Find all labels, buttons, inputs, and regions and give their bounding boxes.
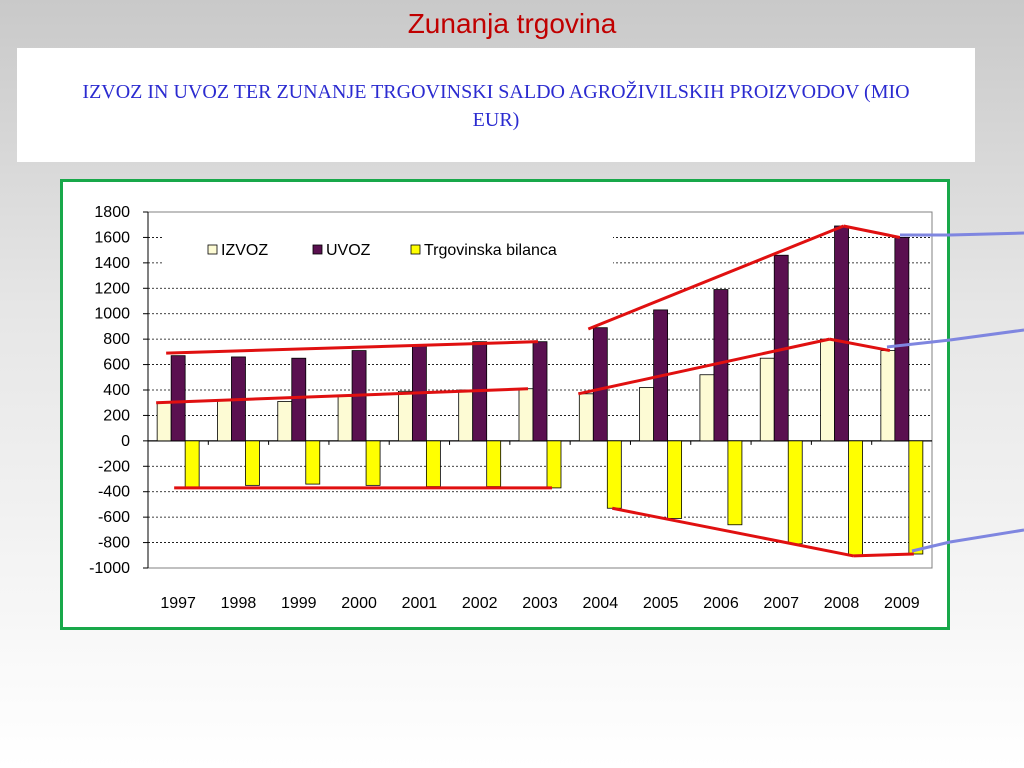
izvoz-bar <box>277 401 293 442</box>
izvoz-bar <box>217 399 232 442</box>
y-tick-label: 600 <box>103 357 130 374</box>
bilanca-bar <box>305 440 321 485</box>
x-tick-label: 1999 <box>281 595 317 612</box>
y-tick-label: 1400 <box>94 255 130 272</box>
x-tick-label: 1997 <box>160 595 196 612</box>
legend-box <box>163 234 613 266</box>
y-tick-label: 800 <box>103 331 130 348</box>
legend-swatch-bilanca <box>410 244 421 255</box>
uvoz-bar <box>291 357 307 442</box>
connector-line <box>949 231 1024 237</box>
bilanca-bar <box>245 440 260 486</box>
y-tick-label: 1800 <box>94 204 130 221</box>
x-tick-label: 2003 <box>522 595 558 612</box>
bilanca-bar <box>365 440 381 486</box>
izvoz-bar <box>578 393 594 442</box>
bilanca-bar <box>787 440 803 545</box>
izvoz-bar <box>397 390 413 442</box>
chart: 180016001400120010008006004002000-200-40… <box>89 204 933 612</box>
chart-frame: 1800 1600 1400 1200 1000 800 600 400 200 0 -200 -40… <box>60 179 950 630</box>
trend-line <box>853 552 914 558</box>
x-tick-label: 2000 <box>341 595 377 612</box>
trend-line <box>612 506 854 558</box>
x-tick-label: 2005 <box>643 595 679 612</box>
y-tick-label: -600 <box>98 509 130 526</box>
uvoz-bar <box>894 237 910 442</box>
y-tick-label: 200 <box>103 407 130 424</box>
trend-line <box>166 340 539 355</box>
y-tick-label: 1600 <box>94 229 130 246</box>
uvoz-bar <box>592 327 608 442</box>
legend-label: UVOZ <box>326 242 371 259</box>
trend-line <box>587 224 845 331</box>
izvoz-bar <box>518 388 534 442</box>
x-tick-label: 2009 <box>884 595 920 612</box>
x-tick-label: 2007 <box>763 595 799 612</box>
trend-line <box>843 224 901 239</box>
bilanca-bar <box>546 440 562 489</box>
trend-line <box>156 387 529 405</box>
y-tick-label: -800 <box>98 535 130 552</box>
uvoz-bar <box>170 355 186 442</box>
y-tick-label: 1000 <box>94 306 130 323</box>
slide-title: Zunanja trgovina <box>407 8 617 39</box>
y-tick-label: -1000 <box>89 560 130 577</box>
uvoz-bar <box>834 225 849 442</box>
x-tick-label: 2008 <box>824 595 860 612</box>
x-tick-label: 2004 <box>583 595 619 612</box>
izvoz-bar <box>699 374 715 442</box>
x-tick-label: 2002 <box>462 595 498 612</box>
bilanca-bar <box>727 440 743 526</box>
bilanca-bar <box>606 440 622 509</box>
uvoz-bar <box>532 341 548 442</box>
legend-label: IZVOZ <box>221 242 268 259</box>
x-tick-label: 1998 <box>221 595 257 612</box>
legend-swatch-uvoz <box>312 244 323 255</box>
trend-line <box>577 337 830 396</box>
bilanca-bar <box>425 440 441 488</box>
izvoz-bar <box>820 338 835 442</box>
bilanca-bar <box>486 440 502 488</box>
bilanca-bar <box>848 440 863 556</box>
x-tick-label: 2001 <box>402 595 438 612</box>
y-tick-label: -400 <box>98 484 130 501</box>
izvoz-bar <box>337 395 353 442</box>
izvoz-bar <box>759 357 775 442</box>
connector-line <box>949 528 1024 544</box>
trend-line <box>829 337 891 353</box>
subtitle-box: IZVOZ IN UVOZ TER ZUNANJE TRGOVINSKI SAL… <box>17 48 975 162</box>
legend-swatch-izvoz <box>207 244 218 255</box>
connector-line <box>949 328 1024 342</box>
y-tick-label: 0 <box>121 433 130 450</box>
izvoz-bar <box>156 402 172 442</box>
y-tick-label: 1200 <box>94 280 130 297</box>
x-tick-label: 2006 <box>703 595 739 612</box>
chart-subtitle: IZVOZ IN UVOZ TER ZUNANJE TRGOVINSKI SAL… <box>82 81 910 131</box>
y-tick-label: 400 <box>103 382 130 399</box>
bilanca-bar <box>908 440 924 555</box>
bilanca-bar <box>184 440 200 489</box>
izvoz-bar <box>458 389 474 442</box>
izvoz-bar <box>880 350 896 442</box>
legend-label: Trgovinska bilanca <box>424 242 557 259</box>
bilanca-bar <box>667 440 683 519</box>
izvoz-bar <box>639 387 655 442</box>
y-tick-label: -200 <box>98 458 130 475</box>
